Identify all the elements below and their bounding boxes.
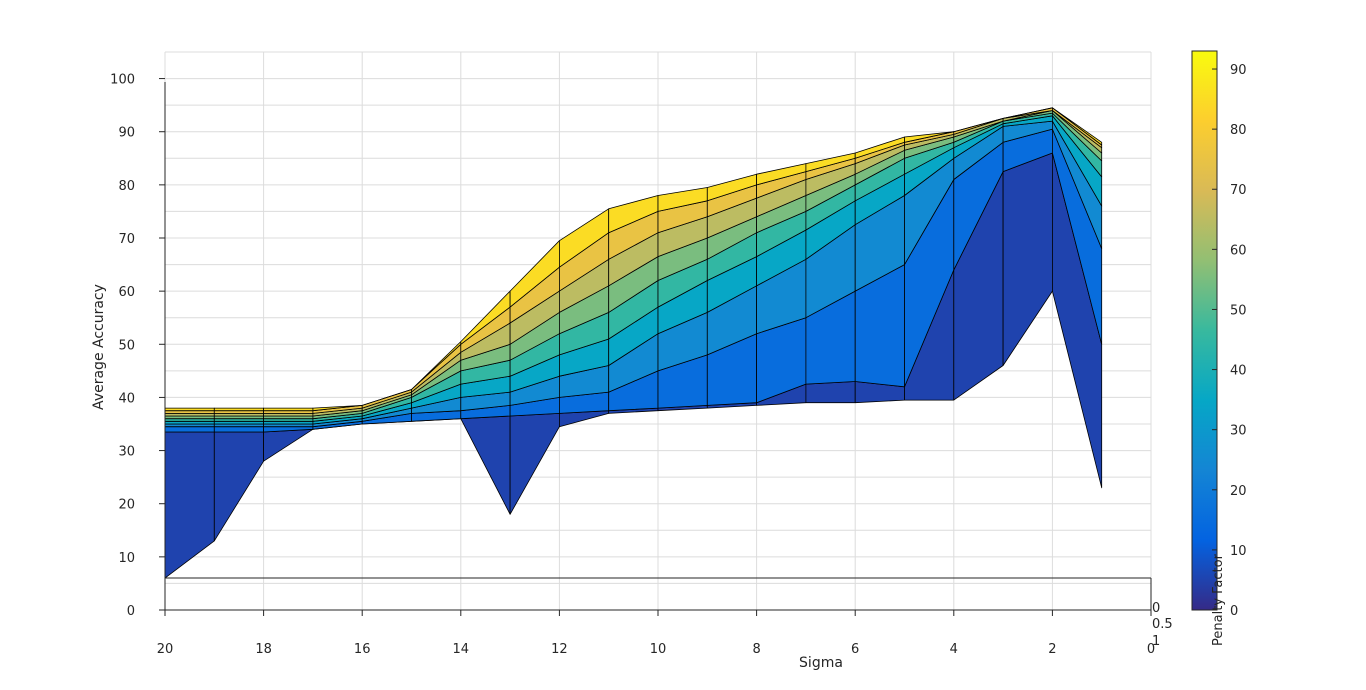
x-tick-label: 10 bbox=[650, 642, 667, 657]
surface-patch bbox=[164, 407, 215, 412]
x-axis-title: Sigma bbox=[799, 655, 843, 671]
x-tick-label: 4 bbox=[950, 642, 958, 657]
colorbar-tick-label: 90 bbox=[1230, 63, 1247, 78]
y-tick-label: 60 bbox=[118, 285, 135, 300]
colorbar-tick-label: 80 bbox=[1230, 123, 1247, 138]
x-tick-label: 0 bbox=[1147, 642, 1155, 657]
surface-patch bbox=[509, 412, 560, 515]
surface-patch bbox=[1052, 107, 1103, 146]
surface-layer bbox=[164, 107, 1103, 579]
depth-tick-label: 0.5 bbox=[1152, 617, 1173, 632]
y-tick-label: 90 bbox=[118, 126, 135, 141]
surface-patch bbox=[213, 415, 265, 420]
surface-patch bbox=[263, 415, 314, 420]
depth-tick-label: 0 bbox=[1152, 601, 1160, 616]
x-tick-label: 6 bbox=[851, 642, 859, 657]
y-axis-title: Average Accuracy bbox=[91, 284, 107, 410]
surface-patch bbox=[460, 415, 511, 515]
y-tick-label: 10 bbox=[118, 551, 135, 566]
surface-patch bbox=[164, 431, 215, 579]
surface-patch bbox=[164, 426, 215, 433]
surface-patch bbox=[805, 381, 856, 404]
surface-patch bbox=[213, 423, 265, 428]
surface-patch bbox=[213, 426, 265, 433]
colorbar-tick-label: 20 bbox=[1230, 484, 1247, 499]
surface-patch bbox=[263, 407, 314, 412]
surface-patch bbox=[213, 420, 265, 425]
colorbar-title: Penalty Factor bbox=[1211, 553, 1226, 646]
surface-patch bbox=[263, 423, 314, 428]
y-tick-label: 70 bbox=[118, 232, 135, 247]
surface-patch bbox=[213, 410, 265, 414]
surface-patch bbox=[263, 420, 314, 425]
surface-patch bbox=[213, 431, 265, 542]
y-tick-label: 40 bbox=[118, 391, 135, 406]
colorbar-layer: 0 10 20 30 40 50 60 70 80 90 bbox=[1191, 50, 1247, 619]
x-tick-label: 14 bbox=[453, 642, 470, 657]
y-tick-label: 20 bbox=[118, 498, 135, 513]
x-tick-label: 16 bbox=[354, 642, 371, 657]
surface-patch bbox=[1002, 152, 1053, 366]
x-tick-label: 12 bbox=[551, 642, 568, 657]
surface-patch bbox=[904, 131, 955, 143]
x-tick-label: 2 bbox=[1048, 642, 1056, 657]
colorbar-tick-label: 30 bbox=[1230, 424, 1247, 439]
surface-patch bbox=[164, 410, 215, 414]
colorbar-tick-label: 0 bbox=[1230, 604, 1238, 619]
y-tick-label: 30 bbox=[118, 445, 135, 460]
depth-tick-label: 1 bbox=[1152, 634, 1160, 649]
colorbar-tick-label: 70 bbox=[1230, 183, 1247, 198]
y-tick-label: 0 bbox=[127, 604, 135, 619]
colorbar-rect bbox=[1191, 50, 1218, 611]
surface-patch bbox=[164, 423, 215, 428]
surface-patch bbox=[213, 407, 265, 412]
y-tick-label: 80 bbox=[118, 179, 135, 194]
surface-patch bbox=[312, 404, 363, 412]
colorbar-tick-label: 40 bbox=[1230, 364, 1247, 379]
surface-patch bbox=[263, 410, 314, 414]
x-tick-label: 18 bbox=[255, 642, 272, 657]
surface-patch bbox=[164, 420, 215, 425]
surface-patch bbox=[164, 415, 215, 420]
x-tick-label: 20 bbox=[157, 642, 174, 657]
x-tick-label: 8 bbox=[752, 642, 760, 657]
colorbar-tick-label: 60 bbox=[1230, 243, 1247, 258]
surface-patch bbox=[263, 428, 314, 462]
y-tick-label: 100 bbox=[110, 73, 135, 88]
colorbar-tick-label: 10 bbox=[1230, 544, 1247, 559]
y-tick-label: 50 bbox=[118, 338, 135, 353]
colorbar-tick-label: 50 bbox=[1230, 303, 1247, 318]
